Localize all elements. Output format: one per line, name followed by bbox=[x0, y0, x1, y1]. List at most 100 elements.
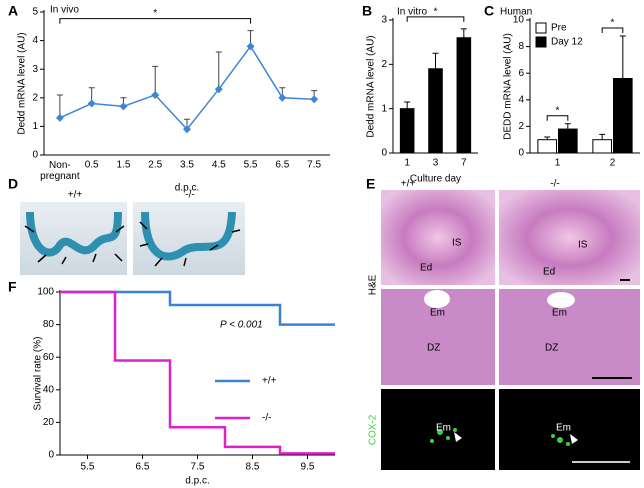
y-tick-label: 3 bbox=[32, 64, 38, 75]
x-tick-label: 1 bbox=[555, 158, 561, 169]
x-tick-label: 2.5 bbox=[148, 160, 162, 171]
x-axis-label: Culture day bbox=[410, 174, 461, 185]
y-tick-label: 4 bbox=[32, 35, 38, 46]
x-tick-label: 4.5 bbox=[212, 160, 226, 171]
legend-label: +/+ bbox=[262, 376, 277, 387]
annotation: In vitro bbox=[397, 7, 427, 18]
point bbox=[278, 93, 287, 102]
row-label: H&E bbox=[368, 274, 379, 295]
x-tick-label: 7 bbox=[461, 158, 467, 169]
error-bar bbox=[599, 133, 606, 140]
x-tick-label: 3.5 bbox=[180, 160, 194, 171]
y-axis-label: Survival rate (%) bbox=[33, 337, 44, 411]
significance-bracket bbox=[546, 115, 569, 121]
point bbox=[87, 99, 96, 108]
panel-label: A bbox=[8, 3, 18, 19]
row-label: COX-2 bbox=[368, 414, 379, 445]
y-tick-label: 0 bbox=[32, 150, 38, 161]
genotype-label: -/- bbox=[185, 190, 194, 201]
y-tick-label: 2 bbox=[32, 92, 38, 103]
y-tick-label: 2 bbox=[381, 59, 387, 70]
survival-line bbox=[60, 290, 335, 455]
tissue-label: IS bbox=[578, 240, 588, 251]
y-tick-label: 0 bbox=[381, 148, 387, 159]
x-tick-label: 2 bbox=[610, 158, 616, 169]
x-tick-label: 7.5 bbox=[307, 160, 321, 171]
bar bbox=[399, 108, 415, 154]
x-tick-label: Non-pregnant bbox=[40, 160, 80, 182]
error-bar bbox=[215, 51, 222, 90]
panel-d-photos: +/+ -/- bbox=[20, 190, 245, 275]
point bbox=[55, 113, 64, 122]
x-axis-label: d.p.c. bbox=[185, 476, 209, 487]
x-tick-label: 9.5 bbox=[301, 462, 315, 473]
y-tick-label: 0 bbox=[518, 148, 524, 159]
bar bbox=[613, 78, 633, 154]
y-tick-label: 40 bbox=[43, 384, 55, 395]
bar bbox=[456, 37, 472, 154]
point bbox=[310, 95, 319, 104]
genotype-label: +/+ bbox=[68, 190, 83, 201]
bar bbox=[428, 68, 443, 154]
y-tick-label: 60 bbox=[43, 352, 55, 363]
x-tick-label: 1 bbox=[404, 158, 410, 169]
legend-swatch bbox=[535, 36, 547, 48]
x-tick-label: 3 bbox=[433, 158, 439, 169]
y-tick-label: 0 bbox=[48, 450, 54, 461]
x-axis-label: d.p.c. bbox=[175, 183, 199, 194]
genotype-label: +/+ bbox=[401, 179, 416, 190]
point bbox=[151, 90, 160, 99]
legend-swatch bbox=[535, 22, 547, 34]
error-bar bbox=[619, 35, 626, 79]
error-bar bbox=[564, 123, 571, 130]
tissue-label: DZ bbox=[545, 343, 558, 354]
x-tick-label: 5.5 bbox=[81, 462, 95, 473]
y-tick-label: 10 bbox=[513, 15, 525, 26]
tissue-label: IS bbox=[452, 238, 462, 249]
panel-label: C bbox=[484, 3, 494, 19]
x-tick-label: 6.5 bbox=[136, 462, 150, 473]
y-tick-label: 2 bbox=[518, 121, 524, 132]
x-tick-label: 8.5 bbox=[246, 462, 260, 473]
x-tick-label: 1.5 bbox=[116, 160, 130, 171]
legend-label: Day 12 bbox=[551, 37, 583, 48]
significance-label: * bbox=[611, 18, 615, 29]
panel-label: B bbox=[362, 3, 372, 19]
axis bbox=[59, 290, 335, 456]
y-axis-label: DEDD mRNA level (AU) bbox=[503, 33, 514, 140]
significance-label: * bbox=[556, 105, 560, 116]
y-axis-label: Dedd mRNA level (AU) bbox=[366, 35, 377, 137]
y-tick-label: 20 bbox=[43, 417, 55, 428]
y-tick-label: 80 bbox=[43, 319, 55, 330]
significance-label: * bbox=[434, 7, 438, 18]
tissue-label: Em bbox=[556, 423, 571, 434]
bar bbox=[558, 128, 578, 154]
x-tick-label: 0.5 bbox=[85, 160, 99, 171]
significance-label: * bbox=[153, 8, 157, 19]
x-tick-label: 7.5 bbox=[191, 462, 205, 473]
point bbox=[183, 125, 191, 134]
tissue-label: Ed bbox=[420, 263, 432, 274]
point bbox=[214, 85, 223, 94]
annotation: P < 0.001 bbox=[220, 320, 263, 331]
legend-label: Pre bbox=[551, 23, 567, 34]
legend-label: -/- bbox=[262, 413, 271, 424]
error-bar bbox=[404, 101, 411, 109]
bar bbox=[592, 139, 612, 154]
significance-bracket bbox=[406, 16, 465, 22]
point bbox=[246, 42, 255, 51]
y-tick-label: 1 bbox=[381, 103, 387, 114]
panel-e-photos: +/+ -/- H&E COX-2 IS Ed Em DZ Em IS Ed E… bbox=[368, 179, 640, 470]
tissue-label: Em bbox=[430, 308, 445, 319]
bar bbox=[537, 139, 557, 154]
panel-label: E bbox=[366, 176, 375, 192]
panel-label: D bbox=[8, 176, 18, 192]
line bbox=[59, 44, 315, 131]
y-tick-label: 3 bbox=[381, 15, 387, 26]
genotype-label: -/- bbox=[550, 179, 559, 190]
annotation: In vivo bbox=[50, 5, 79, 16]
tissue-label: Em bbox=[436, 423, 451, 434]
x-tick-label: 5.5 bbox=[244, 160, 258, 171]
y-axis-label: Dedd mRNA level (AU) bbox=[17, 32, 28, 134]
